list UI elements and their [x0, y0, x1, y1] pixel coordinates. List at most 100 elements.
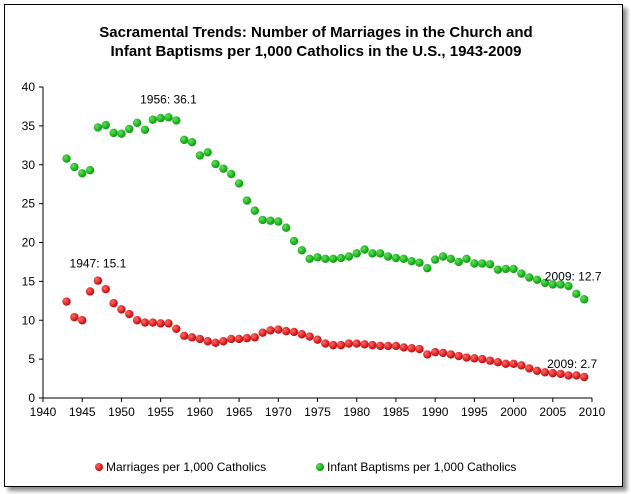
point-marriages: [195, 334, 205, 344]
x-tick-label: 1960: [187, 405, 214, 419]
point-marriages: [478, 354, 487, 364]
point-baptisms: [179, 135, 189, 145]
point-baptisms: [140, 125, 150, 134]
annotations: 1956: 36.1 1947: 15.1 2009: 12.7 2009: 2.7: [70, 92, 602, 371]
point-baptisms: [501, 264, 510, 274]
point-baptisms: [446, 254, 456, 264]
point-baptisms: [383, 252, 393, 261]
point-baptisms: [195, 151, 205, 160]
point-marriages: [78, 316, 87, 325]
point-baptisms: [328, 254, 338, 264]
point-marriages: [101, 284, 110, 294]
point-marriages: [454, 351, 463, 361]
point-marriages: [517, 361, 526, 370]
point-marriages: [532, 366, 542, 375]
point-marriages: [132, 316, 142, 325]
point-baptisms: [352, 249, 361, 258]
point-baptisms: [117, 129, 126, 138]
point-marriages: [548, 368, 557, 378]
point-marriages: [360, 340, 369, 349]
data-marks: [62, 113, 589, 382]
point-baptisms: [525, 273, 534, 282]
point-baptisms: [478, 259, 487, 268]
point-marriages: [148, 318, 157, 327]
annotation-label: 2009: 12.7: [545, 269, 602, 283]
y-tick-label: 20: [22, 236, 36, 250]
legend: Marriages per 1,000 Catholics Infant Bap…: [95, 460, 516, 474]
point-baptisms: [509, 264, 518, 274]
point-marriages: [556, 369, 565, 379]
point-marriages: [125, 309, 134, 319]
point-baptisms: [187, 138, 197, 147]
point-baptisms: [85, 165, 95, 175]
point-marriages: [501, 359, 510, 368]
point-marriages: [470, 354, 479, 363]
point-marriages: [344, 339, 354, 348]
x-tick-label: 1990: [422, 405, 449, 419]
x-tick-label: 1965: [226, 405, 253, 419]
point-marriages: [227, 334, 236, 344]
x-tick-label: 1950: [108, 405, 135, 419]
point-marriages: [462, 353, 471, 362]
point-baptisms: [156, 113, 165, 123]
legend-marker-marriages: [95, 463, 103, 471]
point-marriages: [274, 325, 283, 334]
point-marriages: [313, 335, 322, 344]
point-baptisms: [125, 124, 134, 134]
point-baptisms: [305, 254, 314, 264]
point-marriages: [399, 343, 408, 352]
point-marriages: [572, 371, 581, 380]
point-baptisms: [62, 154, 71, 163]
y-tick-label: 25: [22, 197, 36, 211]
point-marriages: [368, 340, 377, 350]
point-baptisms: [70, 162, 79, 172]
point-marriages: [438, 348, 448, 358]
point-marriages: [493, 358, 503, 367]
point-marriages: [172, 324, 181, 334]
point-baptisms: [148, 115, 157, 124]
point-baptisms: [415, 258, 424, 267]
x-tick-label: 1970: [265, 405, 292, 419]
x-tick-label: 2005: [539, 405, 566, 419]
point-marriages: [391, 341, 401, 351]
point-marriages: [579, 372, 589, 382]
point-marriages: [93, 276, 103, 285]
chart-title: Sacramental Trends: Number of Marriages …: [99, 24, 532, 41]
point-marriages: [540, 368, 550, 377]
point-marriages: [352, 339, 361, 348]
point-marriages: [211, 338, 220, 347]
point-baptisms: [470, 259, 479, 268]
point-baptisms: [336, 253, 346, 263]
point-baptisms: [376, 249, 385, 258]
point-marriages: [509, 359, 518, 368]
point-baptisms: [93, 123, 103, 132]
point-marriages: [376, 341, 385, 351]
point-marriages: [289, 327, 299, 337]
point-baptisms: [368, 249, 377, 258]
point-baptisms: [532, 275, 542, 285]
point-baptisms: [391, 253, 401, 263]
point-marriages: [70, 312, 79, 322]
point-baptisms: [485, 260, 495, 269]
x-tick-label: 1975: [304, 405, 331, 419]
point-marriages: [242, 333, 252, 343]
annotation-label: 1956: 36.1: [140, 92, 197, 106]
point-baptisms: [493, 265, 503, 274]
y-tick-label: 35: [22, 119, 36, 133]
point-marriages: [328, 340, 338, 350]
point-marriages: [258, 328, 267, 337]
x-tick-label: 2010: [579, 405, 606, 419]
point-baptisms: [454, 257, 463, 267]
point-baptisms: [258, 215, 267, 225]
point-marriages: [321, 339, 330, 348]
point-marriages: [525, 364, 534, 373]
point-baptisms: [227, 169, 236, 179]
legend-marker-baptisms: [316, 463, 324, 471]
point-baptisms: [297, 246, 307, 255]
point-marriages: [336, 340, 346, 350]
point-marriages: [446, 350, 456, 359]
point-baptisms: [399, 254, 408, 264]
point-baptisms: [172, 116, 181, 125]
point-baptisms: [219, 164, 228, 173]
